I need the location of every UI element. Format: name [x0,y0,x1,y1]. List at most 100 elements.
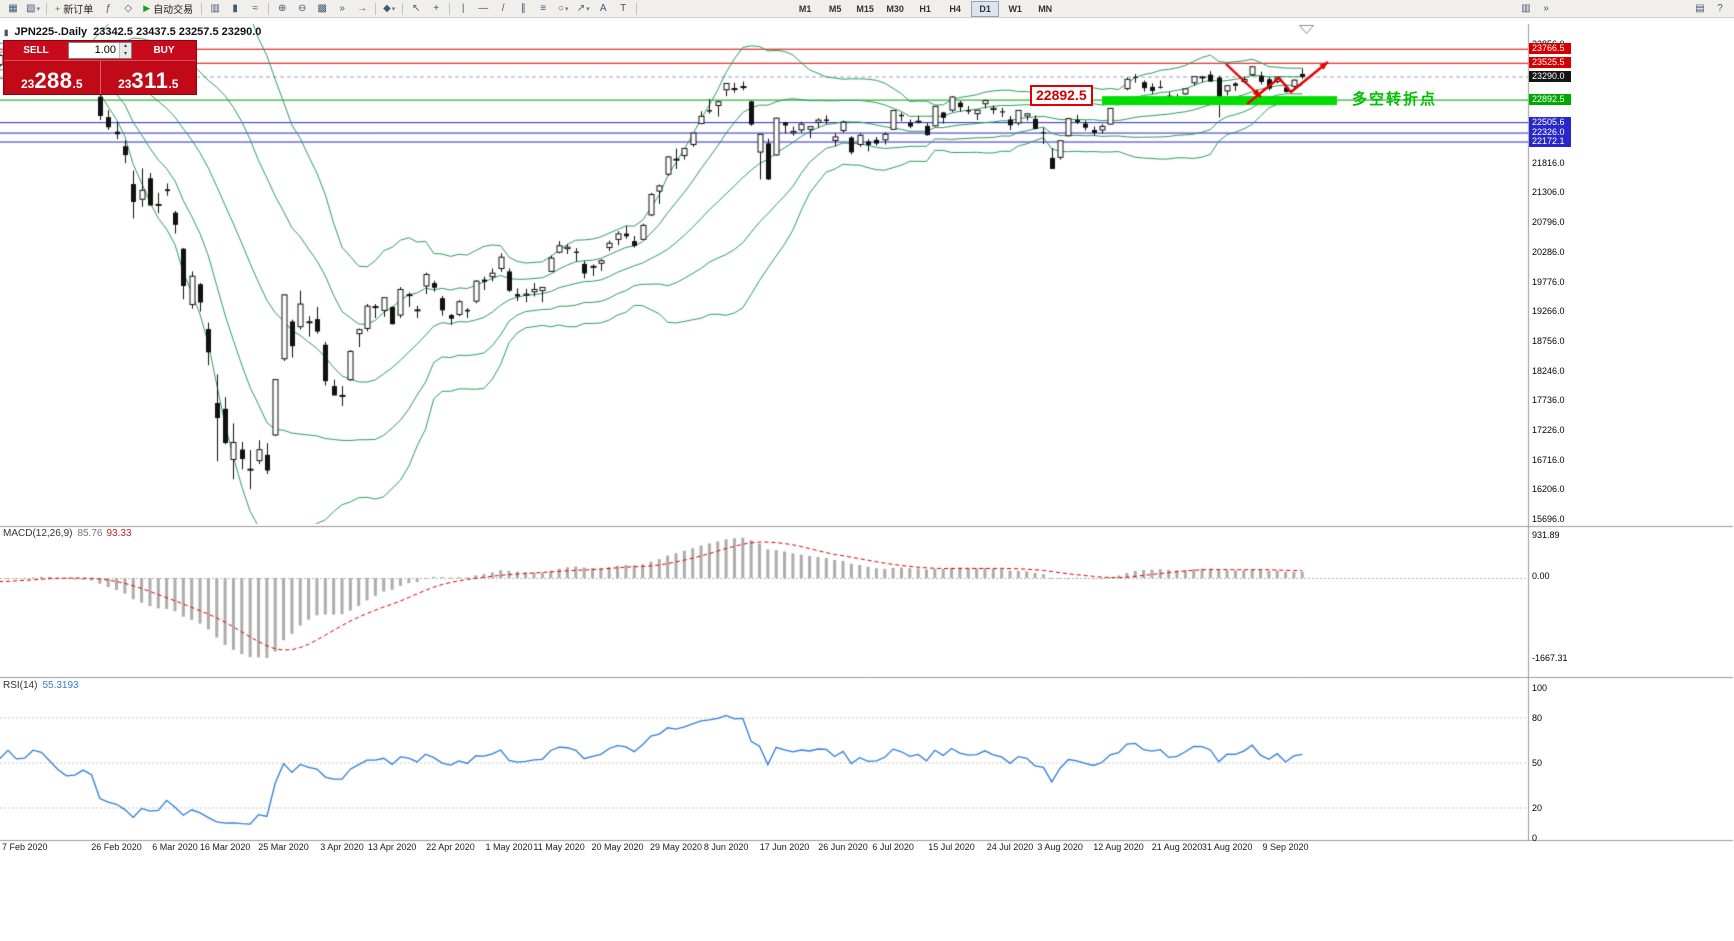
shapes-icon[interactable]: ○▾ [557,3,569,14]
sell-price[interactable]: 23 288.5 [20,68,83,93]
price-axis-label: 19776.0 [1532,276,1565,287]
macd-label: MACD(12,26,9) 85.76 93.33 [3,528,132,539]
trendline-icon[interactable]: / [501,3,505,14]
volume-down-button[interactable]: ▾ [120,50,131,58]
volume-up-button[interactable]: ▴ [120,43,131,51]
bar-chart-icon[interactable]: ▥ [210,3,220,14]
buy-price[interactable]: 23 311.5 [99,61,197,94]
price-tag: 22172.1 [1529,136,1571,148]
new-chart-icon[interactable]: ▦ [8,3,18,14]
timeframe-w1[interactable]: W1 [1008,3,1022,14]
timeframe-h4[interactable]: H4 [949,3,961,14]
macd-axis-label: 0.00 [1532,571,1550,581]
chart-symbol-label: JPN225-.Daily [14,26,88,38]
text-icon[interactable]: A [599,3,607,14]
price-axis-label: 16716.0 [1532,454,1565,465]
cursor-icon[interactable]: ↖ [411,3,421,14]
price-axis-label: 16206.0 [1532,484,1565,495]
turning-point-annotation: 多空转折点 [1352,91,1438,108]
date-axis-label: 11 May 2020 [533,842,585,852]
date-axis-label: 15 Jul 2020 [928,842,975,852]
price-axis-label: 17736.0 [1532,395,1565,406]
date-axis-label: 25 Mar 2020 [258,842,309,852]
date-axis-label: 26 Jun 2020 [818,842,868,852]
macd-axis-label: -1667.31 [1532,653,1568,663]
price-tag: 22892.5 [1529,94,1571,106]
alerts-icon[interactable]: ◇ [124,3,133,14]
one-click-trading-panel: SELL 1.00 ▴ ▾ BUY 23 288.5 23 311.5 [3,40,197,95]
rsi-axis-label: 100 [1532,683,1548,693]
indicators-icon[interactable]: ◆▾ [383,3,396,14]
date-axis-label: 17 Jun 2020 [759,842,810,852]
price-axis-label: 18756.0 [1532,335,1565,346]
line-chart-icon[interactable]: ≈ [252,3,258,14]
date-axis-label: 20 May 2020 [591,842,644,852]
vertical-line-icon[interactable]: | [461,3,465,14]
price-tag: 23290.0 [1529,70,1571,82]
zoom-in-icon[interactable]: ⊕ [277,3,287,14]
sell-button[interactable]: SELL [4,41,68,60]
date-axis-label: 6 Mar 2020 [152,842,198,852]
symbol-icon: ▮ [4,27,9,37]
volume-field[interactable]: 1.00 ▴ ▾ [68,42,132,59]
price-tag: 23766.5 [1529,43,1571,55]
price-tag: 23525.5 [1529,57,1571,69]
autotrading-icon: ▶ [143,3,151,13]
date-axis-label: 13 Apr 2020 [367,842,417,852]
timeframe-mn[interactable]: MN [1038,3,1053,14]
data-window-icon[interactable]: ▥ [1521,3,1531,14]
macd-axis-label: 931.89 [1532,530,1560,540]
date-axis-label: 29 May 2020 [649,842,703,852]
chart-header: ▮ JPN225-.Daily 23342.5 23437.5 23257.5 … [4,26,261,38]
candlestick-chart-icon[interactable]: ▮ [232,3,238,14]
volume-value[interactable]: 1.00 [94,44,116,56]
price-axis-label: 21816.0 [1532,157,1565,168]
date-axis-label: 16 Mar 2020 [199,842,251,852]
date-axis-label: 3 Apr 2020 [320,842,364,852]
timeframe-m5[interactable]: M5 [828,3,842,14]
print-icon[interactable]: ▤ [1695,3,1705,14]
arrows-icon[interactable]: ↗▾ [576,3,590,14]
text-label-icon[interactable]: T [620,3,627,14]
fibonacci-icon[interactable]: ≡ [540,3,547,14]
rsi-label: RSI(14) 55.3193 [3,680,79,691]
date-axis-label: 7 Feb 2020 [2,842,48,852]
channel-icon[interactable]: ∥ [520,3,526,14]
help-icon[interactable]: ? [1717,3,1723,14]
toolbar-overflow-icon[interactable]: » [1543,3,1549,14]
rsi-axis-label: 50 [1532,758,1543,768]
toolbar: ▦ ▧▾ + 新订单 ƒ ◇ ▶ 自动交易 ▥ ▮ ≈ ⊕ ⊖ ▩ » → ◆▾ ↖ + | — / ∥ ≡ ○▾ ↗▾ A T M1 M… [0,0,1734,18]
profiles-icon[interactable]: ▧▾ [26,3,40,14]
price-axis-label: 20796.0 [1532,217,1565,228]
chart-shift-icon[interactable]: → [357,3,368,14]
pivot-price-annotation: 22892.5 [1030,85,1093,106]
price-axis-label: 15696.0 [1532,514,1565,525]
price-axis-label: 17226.0 [1532,424,1565,435]
horizontal-line-icon[interactable]: — [478,3,489,14]
date-axis-label: 8 Jun 2020 [703,842,749,852]
date-axis-label: 9 Sep 2020 [1262,842,1309,852]
auto-scroll-icon[interactable]: » [339,3,345,14]
zoom-out-icon[interactable]: ⊖ [297,3,307,14]
price-axis-label: 18246.0 [1532,365,1565,376]
date-axis-label: 1 May 2020 [485,842,533,852]
autotrading-button[interactable]: ▶ 自动交易 [143,3,194,16]
timeframe-m30[interactable]: M30 [886,3,904,14]
expert-advisors-icon[interactable]: ƒ [105,3,112,14]
buy-button[interactable]: BUY [132,41,196,60]
rsi-axis-label: 0 [1532,833,1538,843]
crosshair-icon[interactable]: + [433,3,440,14]
date-axis-label: 6 Jul 2020 [872,842,914,852]
timeframe-h1[interactable]: H1 [919,3,931,14]
tile-windows-icon[interactable]: ▩ [317,3,327,14]
timeframe-d1[interactable]: D1 [971,0,1000,17]
date-axis-label: 3 Aug 2020 [1037,842,1083,852]
new-order-button[interactable]: + 新订单 [55,3,94,17]
timeframe-m15[interactable]: M15 [856,3,874,14]
rsi-axis-label: 20 [1532,803,1543,813]
price-axis-label: 19266.0 [1532,306,1565,317]
timeframe-m1[interactable]: M1 [798,3,812,14]
rsi-axis-label: 80 [1532,713,1543,723]
